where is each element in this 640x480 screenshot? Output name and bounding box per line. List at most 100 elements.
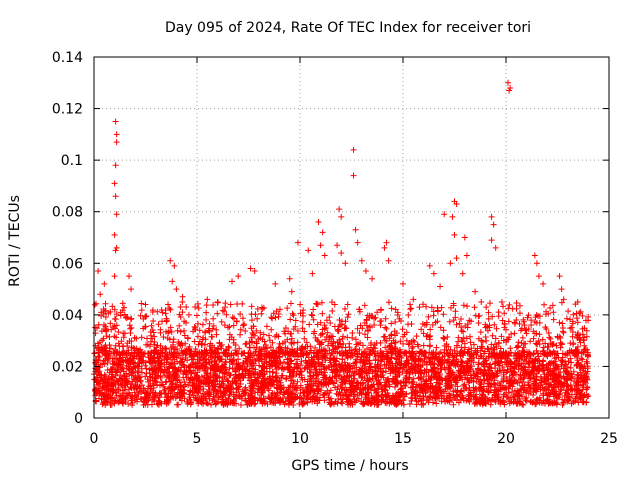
- noise-point: [265, 332, 272, 339]
- noise-point: [313, 372, 320, 379]
- noise-point: [168, 328, 175, 335]
- noise-point: [280, 366, 287, 373]
- noise-point: [516, 310, 523, 317]
- noise-point: [477, 381, 484, 388]
- noise-point: [416, 368, 423, 375]
- noise-point: [349, 385, 356, 392]
- noise-point: [343, 386, 350, 393]
- noise-point: [272, 392, 279, 399]
- noise-point: [116, 381, 123, 388]
- noise-point: [154, 308, 161, 315]
- noise-point: [467, 353, 474, 360]
- noise-point: [415, 362, 422, 369]
- noise-point: [346, 344, 353, 351]
- noise-point: [354, 379, 361, 386]
- noise-point: [115, 362, 122, 369]
- noise-point: [100, 306, 107, 313]
- noise-point: [467, 339, 474, 346]
- noise-point: [374, 372, 381, 379]
- noise-point: [454, 377, 461, 384]
- noise-point: [500, 303, 507, 310]
- noise-point: [277, 379, 284, 386]
- noise-point: [332, 348, 339, 355]
- noise-point: [229, 380, 236, 387]
- noise-point: [512, 378, 519, 385]
- noise-point: [366, 357, 373, 364]
- noise-point: [289, 310, 296, 317]
- noise-point: [357, 369, 364, 376]
- noise-point: [369, 368, 376, 375]
- noise-point: [535, 313, 542, 320]
- noise-point: [109, 369, 116, 376]
- noise-point: [294, 339, 301, 346]
- noise-point: [353, 386, 360, 393]
- noise-point: [246, 338, 253, 345]
- data-point: [451, 231, 458, 238]
- noise-point: [317, 340, 324, 347]
- noise-point: [107, 320, 114, 327]
- noise-point: [543, 392, 550, 399]
- noise-point: [406, 340, 413, 347]
- noise-point: [421, 381, 428, 388]
- noise-point: [126, 367, 133, 374]
- data-point: [488, 237, 495, 244]
- noise-point: [208, 362, 215, 369]
- noise-point: [558, 386, 565, 393]
- noise-point: [236, 345, 243, 352]
- noise-point: [496, 382, 503, 389]
- noise-point: [205, 391, 212, 398]
- noise-point: [392, 318, 399, 325]
- noise-point: [360, 358, 367, 365]
- noise-point: [117, 357, 124, 364]
- noise-point: [371, 322, 378, 329]
- noise-point: [160, 333, 167, 340]
- noise-point: [485, 346, 492, 353]
- noise-point: [353, 356, 360, 363]
- noise-point: [249, 382, 256, 389]
- noise-point: [177, 367, 184, 374]
- noise-point: [495, 340, 502, 347]
- noise-point: [249, 329, 256, 336]
- noise-point: [418, 386, 425, 393]
- noise-point: [508, 331, 515, 338]
- noise-point: [214, 372, 221, 379]
- noise-point: [307, 343, 314, 350]
- noise-point: [322, 336, 329, 343]
- noise-point: [568, 400, 575, 407]
- noise-point: [194, 356, 201, 363]
- noise-point: [406, 400, 413, 407]
- data-point: [362, 268, 369, 275]
- noise-point: [195, 305, 202, 312]
- noise-point: [121, 386, 128, 393]
- noise-point: [416, 348, 423, 355]
- noise-point: [153, 378, 160, 385]
- noise-point: [453, 321, 460, 328]
- data-point: [97, 291, 104, 298]
- noise-point: [454, 388, 461, 395]
- noise-point: [277, 399, 284, 406]
- noise-point: [456, 374, 463, 381]
- noise-point: [301, 335, 308, 342]
- noise-point: [259, 306, 266, 313]
- noise-point: [514, 342, 521, 349]
- noise-point: [367, 386, 374, 393]
- noise-point: [192, 360, 199, 367]
- noise-point: [559, 396, 566, 403]
- noise-point: [415, 398, 422, 405]
- noise-point: [138, 300, 145, 307]
- noise-point: [321, 392, 328, 399]
- noise-point: [95, 369, 102, 376]
- noise-point: [94, 340, 101, 347]
- noise-point: [149, 380, 156, 387]
- noise-point: [408, 305, 415, 312]
- noise-point: [281, 401, 288, 408]
- data-point: [338, 213, 345, 220]
- noise-point: [297, 390, 304, 397]
- noise-point: [555, 383, 562, 390]
- noise-point: [334, 400, 341, 407]
- noise-point: [158, 357, 165, 364]
- noise-point: [446, 365, 453, 372]
- data-point: [247, 265, 254, 272]
- y-tick-label: 0.1: [61, 153, 83, 169]
- noise-point: [122, 313, 129, 320]
